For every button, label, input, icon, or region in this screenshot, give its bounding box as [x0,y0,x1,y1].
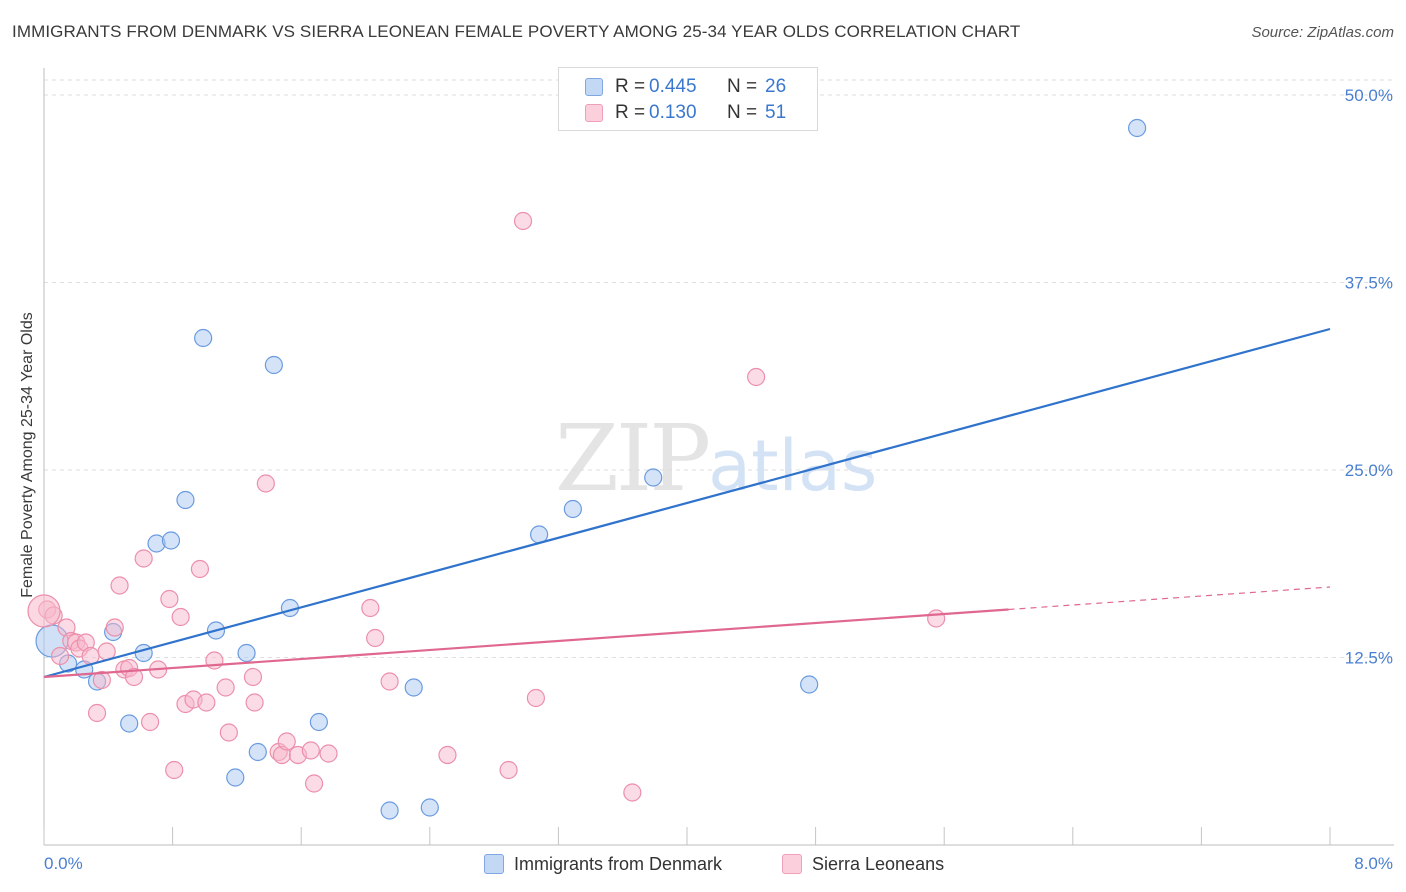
sierra-point [256,474,275,493]
sierra-point [171,607,190,627]
denmark-point [226,768,245,787]
watermark-zip: ZIP [555,405,711,512]
chart-title: IMMIGRANTS FROM DENMARK VS SIERRA LEONEA… [12,22,1021,41]
legend-r-value: 0.130 [649,102,697,123]
legend-swatch-sierra [585,104,603,122]
watermark: ZIPatlas [555,405,877,512]
sierra-point [105,618,124,637]
sierra-point [526,688,545,708]
bottom-legend-label-denmark: Immigrants from Denmark [514,853,723,874]
sierra-point [319,744,338,763]
sierra-point [243,667,263,687]
sierra-trend-line [43,608,1009,679]
denmark-point [420,798,439,817]
denmark-point [120,714,139,733]
sierra-point [87,703,107,723]
legend-n-value: 51 [765,102,787,123]
bottom-legend-sierra: Sierra Leoneans [782,852,944,876]
sierra-point [361,598,380,618]
sierra-point [366,628,385,648]
denmark-point [194,328,213,348]
watermark-atlas: atlas [708,425,878,507]
denmark-point [237,643,256,663]
legend-n-label: N = [727,102,758,123]
denmark-point [134,643,153,663]
sierra-point [216,678,235,697]
legend-n-value: 26 [765,76,787,97]
denmark-point [248,742,267,762]
sierra-point [438,745,457,765]
denmark-point [161,531,181,550]
sierra-point [165,760,184,780]
sierra-point [140,712,160,732]
denmark-point [404,678,423,697]
sierra-point [197,693,216,712]
denmark-point [1127,118,1147,138]
legend-swatch-denmark [585,78,603,96]
sierra-point [623,783,642,802]
sierra-point [747,367,766,387]
sierra-point [92,670,111,690]
denmark-point [380,801,399,820]
sierra-point [380,672,399,691]
sierra-point [190,559,210,579]
sierra-point [160,589,179,609]
sierra-point [304,774,324,793]
y-tick-label: 37.5% [1345,274,1393,293]
denmark-point [264,355,283,375]
y-tick-label: 25.0% [1345,461,1393,480]
sierra-point [124,667,144,687]
legend-row-denmark: R = 0.445 N = 26 [585,76,786,98]
sierra-point [50,646,70,666]
bottom-legend-label-sierra: Sierra Leoneans [812,853,945,874]
source-label: Source: ZipAtlas.com [1251,24,1394,41]
sierra-point [513,211,533,231]
denmark-trend-line [43,327,1331,679]
legend-r-value: 0.445 [649,76,697,97]
x-tick-label: 0.0% [44,854,83,873]
sierra-point [219,723,238,742]
legend-r-label: R = [615,102,646,123]
sierra-point [134,549,153,568]
sierra-point [499,760,518,780]
denmark-point [563,499,582,519]
sierra-point [301,741,320,760]
bottom-legend-denmark: Immigrants from Denmark [484,852,722,876]
bottom-legend-swatch-denmark [484,854,504,874]
sierra-point [110,576,129,595]
y-tick-label: 12.5% [1345,649,1393,668]
bottom-legend-swatch-sierra [782,854,802,874]
denmark-point [644,468,663,487]
denmark-point [800,675,819,694]
sierra-point [245,693,264,712]
legend-row-sierra: R = 0.130 N = 51 [585,102,786,124]
y-tick-label: 50.0% [1345,86,1393,105]
legend-r-label: R = [615,76,646,97]
legend-n-label: N = [727,76,758,97]
x-tick-label: 8.0% [1354,854,1393,873]
sierra-point [277,732,296,751]
sierra-point [27,594,61,628]
denmark-point [176,490,195,510]
denmark-point [309,712,328,732]
sierra-trend-extension [1008,586,1331,611]
sierra-point [927,609,946,628]
legend: R = 0.445 N = 26 R = 0.130 N = 51 [558,67,818,131]
